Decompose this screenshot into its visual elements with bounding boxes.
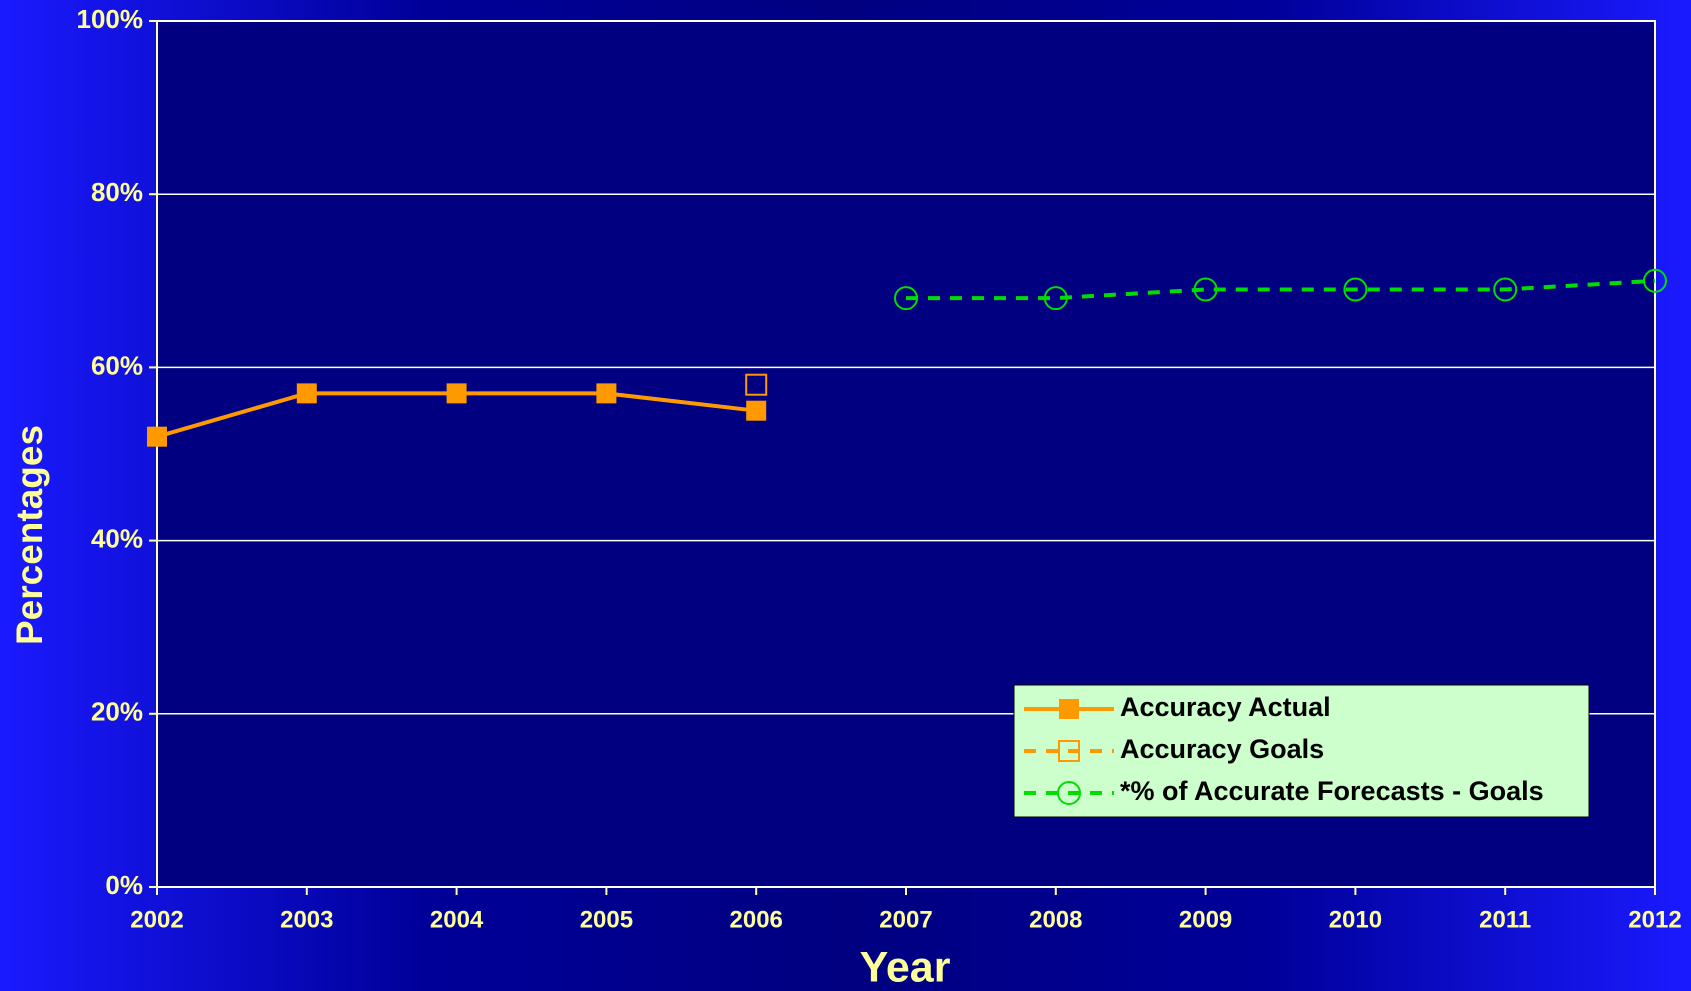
x-tick-label: 2003 [280, 906, 333, 933]
legend-swatch-marker [1059, 699, 1079, 719]
data-point [296, 383, 317, 404]
x-tick-label: 2006 [730, 906, 783, 933]
data-point [1643, 268, 1667, 293]
x-tick-label: 2002 [130, 906, 183, 933]
legend-label: Accuracy Actual [1120, 692, 1331, 722]
data-point [1493, 277, 1518, 302]
x-tick-label: 2011 [1479, 906, 1531, 933]
data-point [894, 286, 918, 311]
series-line [906, 278, 1656, 301]
data-point [1343, 277, 1368, 302]
y-tick-label: 60% [91, 350, 143, 380]
x-tick-label: 2010 [1329, 906, 1382, 933]
data-point [745, 373, 768, 396]
data-point [147, 426, 167, 447]
y-tick-label: 40% [91, 523, 143, 553]
x-tick-label: 2012 [1628, 906, 1681, 933]
x-tick-label: 2004 [430, 906, 484, 933]
y-tick-label: 20% [91, 697, 143, 727]
data-point [1193, 277, 1218, 302]
y-tick-label: 100% [77, 4, 144, 34]
x-tick-label: 2009 [1179, 906, 1232, 933]
data-point [1043, 286, 1068, 311]
legend: Accuracy Actual Accuracy Goals *% of Accur… [1013, 684, 1590, 818]
y-axis-label: Percentages [9, 425, 50, 645]
x-axis-label: Year [860, 943, 951, 991]
legend-swatch-marker [1058, 740, 1080, 762]
legend-label: Accuracy Goals [1120, 734, 1324, 764]
data-point [446, 383, 467, 404]
y-tick-label: 0% [105, 870, 143, 900]
x-tick-label: 2007 [879, 906, 932, 933]
data-point [746, 400, 767, 421]
legend-label: *% of Accurate Forecasts - Goals [1120, 776, 1544, 806]
y-tick-label: 80% [91, 177, 143, 207]
x-tick-label: 2008 [1029, 906, 1082, 933]
legend-swatch-marker [1057, 781, 1081, 805]
data-point [596, 383, 617, 404]
x-tick-label: 2005 [580, 906, 633, 933]
